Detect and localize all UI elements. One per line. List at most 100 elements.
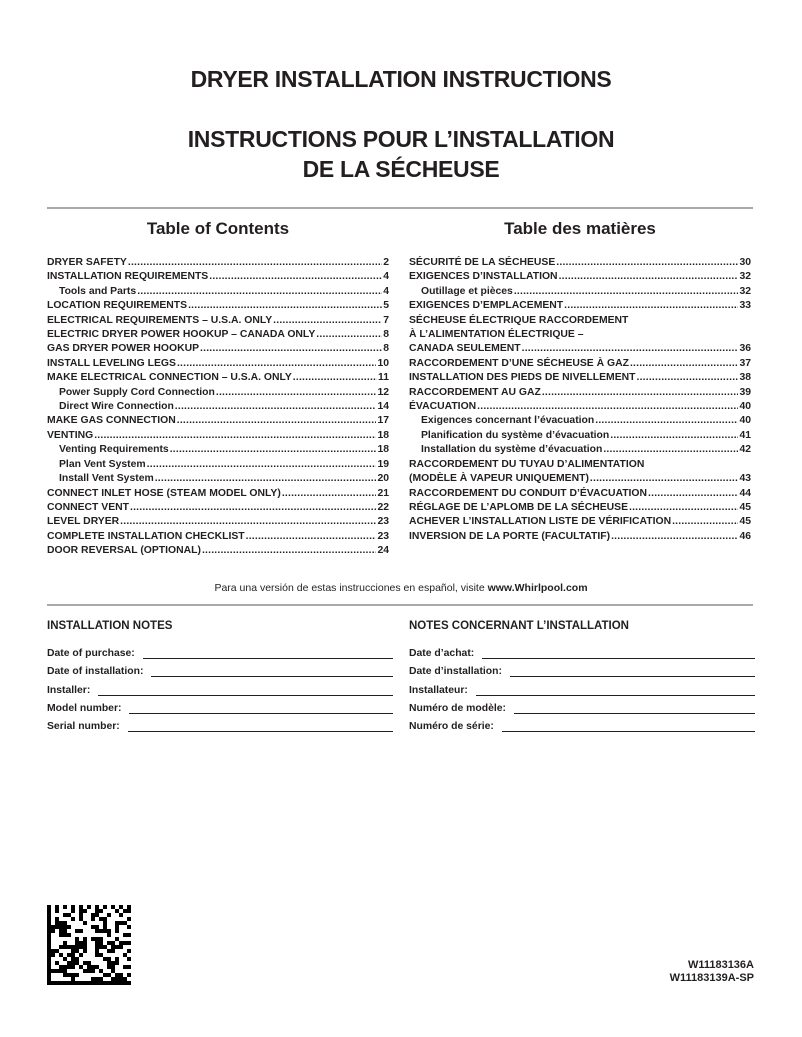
divider <box>47 207 753 209</box>
toc-entry-page: 18 <box>377 444 389 456</box>
dot-leader <box>120 515 376 529</box>
toc-entry-label: SÉCURITÉ DE LA SÉCHEUSE <box>409 257 556 268</box>
dot-leader <box>147 458 377 472</box>
toc-entry[interactable]: COMPLETE INSTALLATION CHECKLIST 23 <box>47 530 389 544</box>
toc-entry[interactable]: SÉCURITÉ DE LA SÉCHEUSE 30 <box>409 256 751 270</box>
note-field-label: Numéro de modèle: <box>409 702 506 714</box>
note-field-line[interactable] <box>142 649 393 660</box>
dot-leader <box>559 270 739 284</box>
toc-entry-label: Power Supply Cord Connection <box>59 386 215 398</box>
dot-leader <box>188 299 382 313</box>
toc-entry[interactable]: Venting Requirements 18 <box>47 443 389 457</box>
toc-entry[interactable]: INSTALL LEVELING LEGS 10 <box>47 357 389 371</box>
toc-entry-page: 22 <box>377 501 389 513</box>
toc-entry-label: CANADA SEULEMENT <box>409 343 521 355</box>
toc-entry-page: 20 <box>377 473 389 485</box>
notes-english-heading: INSTALLATION NOTES <box>47 620 173 632</box>
toc-entry[interactable]: INSTALLATION REQUIREMENTS 4 <box>47 270 389 284</box>
dot-leader <box>564 299 738 313</box>
dot-leader <box>246 530 377 544</box>
toc-english: Table of Contents DRYER SAFETY 2 INSTALLAT… <box>47 219 389 559</box>
note-field-line[interactable] <box>98 686 393 696</box>
toc-entry[interactable]: (MODÈLE À VAPEUR UNIQUEMENT) 43 <box>409 472 751 486</box>
dot-leader <box>155 472 377 486</box>
dot-leader <box>629 501 738 515</box>
toc-entry[interactable]: LOCATION REQUIREMENTS 5 <box>47 299 389 313</box>
toc-entry[interactable]: RACCORDEMENT D’UNE SÉCHEUSE À GAZ 37 <box>409 357 751 371</box>
toc-entry-label: INSTALLATION REQUIREMENTS <box>47 271 209 283</box>
toc-entry-label: CONNECT INLET HOSE (STEAM MODEL ONLY) <box>47 487 281 499</box>
toc-entry[interactable]: MAKE ELECTRICAL CONNECTION – U.S.A. ONLY… <box>47 371 389 385</box>
toc-entry[interactable]: ÉVACUATION 40 <box>409 400 751 414</box>
toc-entry[interactable]: Exigences concernant l’évacuation 40 <box>409 414 751 428</box>
toc-entry[interactable]: Install Vent System 20 <box>47 472 389 486</box>
dot-leader <box>611 530 738 544</box>
toc-entry[interactable]: RACCORDEMENT DU CONDUIT D’ÉVACUATION 44 <box>409 487 751 501</box>
toc-entry[interactable]: ACHEVER L’INSTALLATION LISTE DE VÉRIFICA… <box>409 515 751 529</box>
toc-entry[interactable]: CANADA SEULEMENT 36 <box>409 342 751 356</box>
toc-entry[interactable]: ELECTRIC DRYER POWER HOOKUP – CANADA ONL… <box>47 328 389 342</box>
toc-entry-page: 23 <box>377 530 389 542</box>
toc-entry-page: 33 <box>739 300 751 312</box>
note-field: Numéro de modèle: <box>409 696 755 714</box>
dot-leader <box>216 386 377 400</box>
toc-entry-page: 40 <box>739 401 751 413</box>
toc-entry[interactable]: RACCORDEMENT AU GAZ 39 <box>409 386 751 400</box>
toc-entry[interactable]: INSTALLATION DES PIEDS DE NIVELLEMENT 38 <box>409 371 751 385</box>
note-field-line[interactable] <box>482 649 755 660</box>
note-field-line[interactable] <box>151 667 393 678</box>
toc-entry-label: Tools and Parts <box>59 285 137 297</box>
note-field-line[interactable] <box>509 667 755 678</box>
toc-entry-page: 21 <box>377 487 389 499</box>
website-link[interactable]: www.Whirlpool.com <box>487 582 588 594</box>
toc-entry[interactable]: LEVEL DRYER 23 <box>47 515 389 529</box>
toc-entry-label: LEVEL DRYER <box>47 516 120 528</box>
toc-entry-page: 23 <box>377 516 389 528</box>
toc-entry-label: MAKE GAS CONNECTION <box>47 415 176 427</box>
toc-entry-page: 38 <box>739 372 751 384</box>
toc-entry-page: 18 <box>377 429 389 441</box>
dot-leader <box>200 342 382 356</box>
dot-leader <box>316 328 382 342</box>
toc-entry[interactable]: Planification du système d’évacuation 41 <box>409 429 751 443</box>
toc-entry[interactable]: EXIGENCES D’INSTALLATION 32 <box>409 270 751 284</box>
toc-entry-page: 2 <box>383 257 389 268</box>
toc-entry[interactable]: Power Supply Cord Connection 12 <box>47 386 389 400</box>
toc-entry[interactable]: DRYER SAFETY 2 <box>47 256 389 270</box>
toc-entry[interactable]: Plan Vent System 19 <box>47 458 389 472</box>
document-code: W11183136A <box>687 959 754 971</box>
toc-entry[interactable]: RACCORDEMENT DU TUYAU D’ALIMENTATION <box>409 458 751 472</box>
toc-entry[interactable]: SÉCHEUSE ÉLECTRIQUE RACCORDEMENT <box>409 314 751 328</box>
toc-entry-label: Direct Wire Connection <box>59 401 174 413</box>
toc-entry[interactable]: MAKE GAS CONNECTION 17 <box>47 414 389 428</box>
toc-entry[interactable]: ELECTRICAL REQUIREMENTS – U.S.A. ONLY 7 <box>47 314 389 328</box>
toc-entry[interactable]: Outillage et pièces 32 <box>409 285 751 299</box>
toc-entry-label: ÉVACUATION <box>409 401 477 413</box>
note-field-line[interactable] <box>475 686 755 696</box>
toc-entry-label: DOOR REVERSAL (OPTIONAL) <box>47 545 201 557</box>
toc-entry-label: CONNECT VENT <box>47 501 129 513</box>
toc-entry[interactable]: À L’ALIMENTATION ÉLECTRIQUE – <box>409 328 751 342</box>
dot-leader <box>94 429 376 443</box>
toc-entry[interactable]: Direct Wire Connection 14 <box>47 400 389 414</box>
toc-entry[interactable]: INVERSION DE LA PORTE (FACULTATIF) 46 <box>409 530 751 544</box>
toc-entry[interactable]: GAS DRYER POWER HOOKUP 8 <box>47 342 389 356</box>
title-english: DRYER INSTALLATION INSTRUCTIONS <box>190 66 612 92</box>
toc-entry-label: Venting Requirements <box>59 444 169 456</box>
toc-entry[interactable]: VENTING 18 <box>47 429 389 443</box>
document-code: W11183139A-SP <box>669 972 754 984</box>
toc-entry-label: RACCORDEMENT DU CONDUIT D’ÉVACUATION <box>409 487 648 499</box>
toc-entry[interactable]: Installation du système d’évacuation 42 <box>409 443 751 457</box>
toc-entry-label: Install Vent System <box>59 473 154 485</box>
note-field: Installer: <box>47 677 393 696</box>
toc-entry[interactable]: CONNECT VENT 22 <box>47 501 389 515</box>
toc-entry[interactable]: EXIGENCES D’EMPLACEMENT 33 <box>409 299 751 313</box>
note-field-line[interactable] <box>129 704 393 714</box>
toc-entry[interactable]: RÉGLAGE DE L’APLOMB DE LA SÉCHEUSE 45 <box>409 501 751 515</box>
toc-entry[interactable]: Tools and Parts 4 <box>47 285 389 299</box>
note-field-line[interactable] <box>127 722 393 732</box>
toc-entry[interactable]: CONNECT INLET HOSE (STEAM MODEL ONLY) 21 <box>47 487 389 501</box>
note-field-line[interactable] <box>501 722 755 732</box>
toc-entry[interactable]: DOOR REVERSAL (OPTIONAL) 24 <box>47 544 389 558</box>
note-field-line[interactable] <box>514 704 755 714</box>
